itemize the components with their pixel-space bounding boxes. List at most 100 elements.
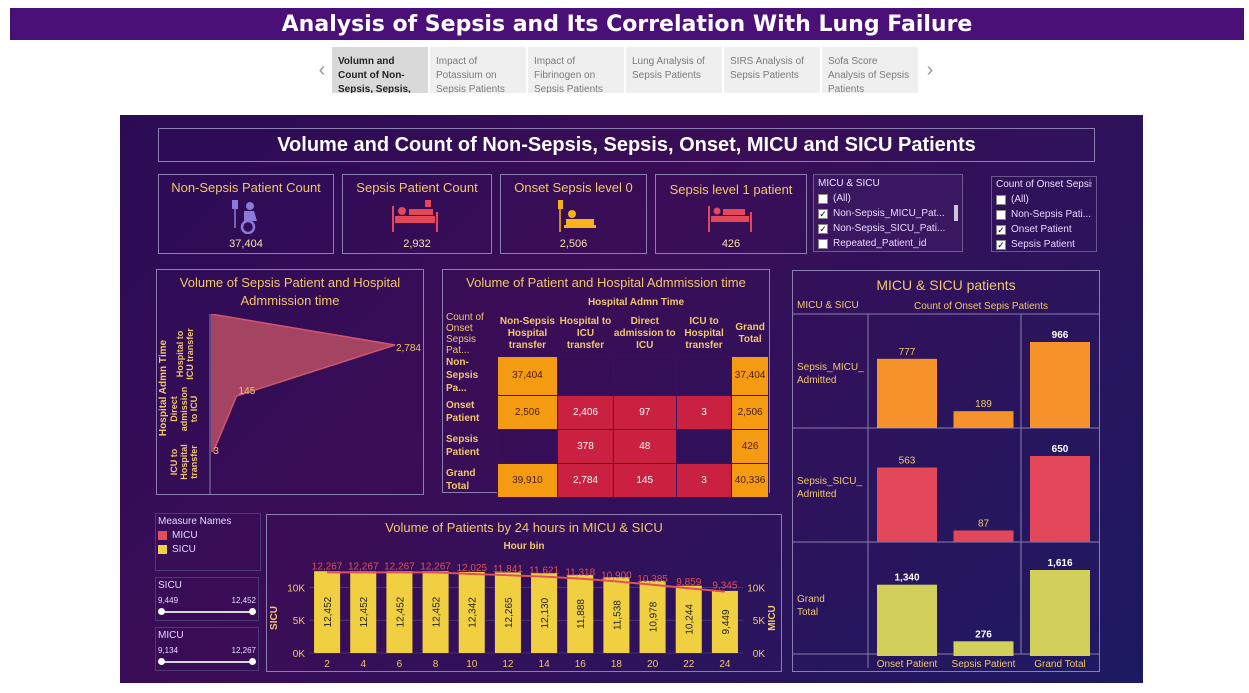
bar-sicu[interactable] xyxy=(567,574,594,653)
bar-sicu[interactable] xyxy=(639,580,666,653)
slider-handle[interactable] xyxy=(249,608,256,615)
crosstab-cell[interactable]: 426 xyxy=(731,428,769,464)
legend-item-micu[interactable]: MICU xyxy=(158,530,258,541)
bar-sicu[interactable] xyxy=(603,577,630,653)
bar-1-1[interactable] xyxy=(953,530,1014,542)
slider-handle[interactable] xyxy=(158,608,165,615)
crosstab-cell[interactable] xyxy=(612,355,677,396)
legend-swatch xyxy=(158,531,167,540)
bar-0-0[interactable] xyxy=(877,358,937,428)
filter-option[interactable]: Repeated_Patient_id xyxy=(818,236,958,251)
checkbox-checked-icon[interactable]: ✓ xyxy=(818,208,828,219)
crosstab-cell[interactable]: 378 xyxy=(557,428,614,464)
crosstab-cell[interactable] xyxy=(496,428,559,464)
y-tick-label-right: 5K xyxy=(753,616,766,627)
bar-data-label: 276 xyxy=(975,629,992,640)
story-tab[interactable]: Impact of Potassium on Sepsis Patients xyxy=(430,47,526,93)
bar-sicu[interactable] xyxy=(422,571,449,653)
crosstab-cell[interactable] xyxy=(675,355,733,396)
story-tab[interactable]: Volumn and Count of Non-Sepsis, Sepsis, … xyxy=(332,47,428,93)
bar-sicu[interactable] xyxy=(531,573,558,653)
bar-data-label: 10,978 xyxy=(649,601,660,632)
bar-sicu[interactable] xyxy=(314,571,341,653)
bar-sicu[interactable] xyxy=(350,571,377,653)
ms-col-header: Count of Onset Sepis Patients xyxy=(914,301,1048,312)
table-row: Sepsis Patient 378 48 426 xyxy=(443,428,769,464)
bar-sicu[interactable] xyxy=(386,571,413,653)
slider-track[interactable] xyxy=(158,658,256,666)
crosstab-cell[interactable]: 37,404 xyxy=(731,355,769,396)
bar-data-label: 12,452 xyxy=(432,596,443,627)
crosstab-cell[interactable]: 40,336 xyxy=(731,462,769,498)
checkbox-icon[interactable] xyxy=(818,193,828,204)
checkbox-checked-icon[interactable]: ✓ xyxy=(996,224,1006,235)
checkbox-icon[interactable] xyxy=(818,238,828,249)
x-tick-label: Grand Total xyxy=(1034,659,1086,668)
bar-sicu[interactable] xyxy=(711,590,738,653)
bar-sicu[interactable] xyxy=(675,585,702,653)
crosstab-cell[interactable]: 2,506 xyxy=(496,394,559,430)
crosstab-cell[interactable]: 3 xyxy=(675,394,733,430)
area-series[interactable] xyxy=(211,314,395,452)
crosstab-col-header: Direct admission to ICU xyxy=(613,315,676,351)
bar-2-0[interactable] xyxy=(877,584,937,656)
crosstab-cell[interactable]: 3 xyxy=(675,462,733,498)
y-tick-label-left: 5K xyxy=(293,616,306,627)
area-row-label: ICU toHospitaltransfer xyxy=(169,444,199,480)
story-tab[interactable]: Lung Analysis of Sepsis Patients xyxy=(626,47,722,93)
kpi-value: 2,932 xyxy=(403,238,431,250)
crosstab-corner: Count of Onset Sepsis Pat... xyxy=(446,312,484,356)
slider-max: 12,452 xyxy=(231,596,256,605)
filter-option[interactable]: ✓ Non-Sepsis_MICU_Pat... xyxy=(818,206,958,221)
filter-option[interactable]: (All) xyxy=(996,192,1092,207)
bar-sicu[interactable] xyxy=(494,572,521,653)
checkbox-icon[interactable] xyxy=(996,209,1006,220)
crosstab-cell[interactable]: 97 xyxy=(612,394,677,430)
chevron-left-icon[interactable]: ‹ xyxy=(318,58,326,81)
filter-option[interactable]: ✓ Sepsis Patient xyxy=(996,237,1092,252)
crosstab-cell[interactable]: 2,506 xyxy=(731,394,769,430)
hourly-right-axis-title: MICU xyxy=(767,605,778,631)
crosstab-cell[interactable] xyxy=(557,355,614,396)
scrollbar[interactable] xyxy=(954,205,958,221)
legend-item-sicu[interactable]: SICU xyxy=(158,544,258,555)
filter-option[interactable]: (All) xyxy=(818,191,958,206)
bar-sicu[interactable] xyxy=(458,571,485,653)
bar-0-1[interactable] xyxy=(953,411,1014,428)
crosstab-cell[interactable]: 39,910 xyxy=(496,462,559,498)
crosstab-cell[interactable]: 48 xyxy=(612,428,677,464)
x-tick-label: Sepsis Patient xyxy=(952,659,1016,668)
checkbox-checked-icon[interactable]: ✓ xyxy=(818,223,828,234)
chevron-right-icon[interactable]: › xyxy=(926,58,934,81)
wheelchair-icon xyxy=(232,200,257,234)
filter-option[interactable]: ✓ Onset Patient xyxy=(996,222,1092,237)
bar-1-0[interactable] xyxy=(877,467,937,542)
line-micu[interactable] xyxy=(327,571,726,593)
filter-option[interactable]: ✓ Non-Sepsis_SICU_Pati... xyxy=(818,221,958,236)
checkbox-icon[interactable] xyxy=(996,194,1006,205)
bar-2-1[interactable] xyxy=(953,641,1014,656)
crosstab-cell[interactable]: 145 xyxy=(612,462,677,498)
x-tick-label: 8 xyxy=(433,659,439,670)
hourly-left-axis-title: SICU xyxy=(269,606,280,630)
checkbox-checked-icon[interactable]: ✓ xyxy=(996,239,1006,250)
x-tick-label: 18 xyxy=(611,659,623,670)
crosstab-cell[interactable]: 37,404 xyxy=(496,355,559,396)
bar-2-2[interactable] xyxy=(1030,570,1090,656)
filter-option[interactable]: Non-Sepsis Pati... xyxy=(996,207,1092,222)
crosstab-col-header: Grand Total xyxy=(735,321,765,345)
bar-0-2[interactable] xyxy=(1030,342,1090,428)
slider-handle[interactable] xyxy=(249,658,256,665)
crosstab-cell[interactable]: 2,406 xyxy=(557,394,614,430)
slider-handle[interactable] xyxy=(158,658,165,665)
story-tab[interactable]: Sofa Score Analysis of Sepsis Patients xyxy=(822,47,918,93)
story-tab[interactable]: Impact of Fibrinogen on Sepsis Patients xyxy=(528,47,624,93)
story-navigator: ‹ Volumn and Count of Non-Sepsis, Sepsis… xyxy=(312,47,940,93)
story-tab[interactable]: SIRS Analysis of Sepsis Patients xyxy=(724,47,820,93)
micu-sicu-chart: MICU & SICU Count of Onset Sepis Patient… xyxy=(793,300,1099,668)
bar-1-2[interactable] xyxy=(1030,456,1090,542)
crosstab-cell[interactable] xyxy=(675,428,733,464)
slider-track[interactable] xyxy=(158,608,256,616)
crosstab-cell[interactable]: 2,784 xyxy=(557,462,614,498)
slider-micu: MICU 9,134 12,267 xyxy=(155,627,259,671)
